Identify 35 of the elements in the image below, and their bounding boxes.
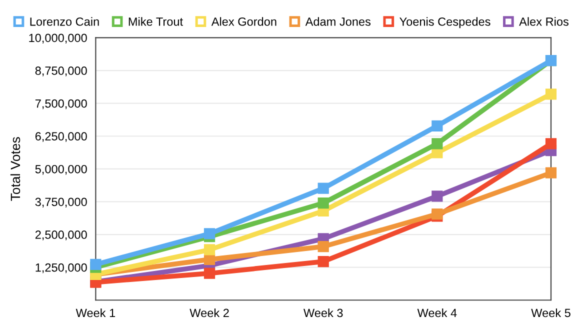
point <box>432 120 443 132</box>
point <box>318 182 329 194</box>
y-tick-label: 8,750,000 <box>35 66 87 76</box>
point <box>545 138 557 150</box>
point <box>90 258 102 270</box>
legend-label: Yoenis Cespedes <box>400 17 490 28</box>
point <box>545 167 557 178</box>
x-tick-label: Week 1 <box>76 308 116 318</box>
legend-label: Lorenzo Cain <box>30 17 99 26</box>
legend-label: Alex Rios <box>519 17 568 26</box>
point <box>545 88 557 100</box>
legend-label: Alex Gordon <box>211 17 276 26</box>
point <box>204 268 216 279</box>
y-tick-label: 6,250,000 <box>35 132 87 142</box>
point <box>432 190 443 202</box>
x-tick-label: Week 5 <box>531 308 570 318</box>
y-tick-label: 10,000,000 <box>29 34 87 44</box>
y-tick-label: 3,750,000 <box>35 198 87 208</box>
y-tick-label: 7,500,000 <box>35 99 87 110</box>
legend-label: Mike Trout <box>128 17 183 26</box>
y-tick-label: 2,500,000 <box>35 230 87 240</box>
legend-label: Adam Jones <box>305 17 371 26</box>
y-axis-title: Total Votes <box>10 137 20 201</box>
y-tick-label: 1,250,000 <box>36 263 87 274</box>
point <box>204 244 216 256</box>
x-tick-label: Week 2 <box>190 308 229 318</box>
point <box>318 256 329 268</box>
point <box>204 228 216 240</box>
x-tick-label: Week 4 <box>417 308 457 318</box>
point <box>432 138 443 150</box>
point <box>432 208 443 220</box>
x-tick-label: Week 3 <box>303 308 343 318</box>
point <box>318 241 329 252</box>
y-tick-label: 5,000,000 <box>35 164 87 175</box>
point <box>318 197 329 209</box>
